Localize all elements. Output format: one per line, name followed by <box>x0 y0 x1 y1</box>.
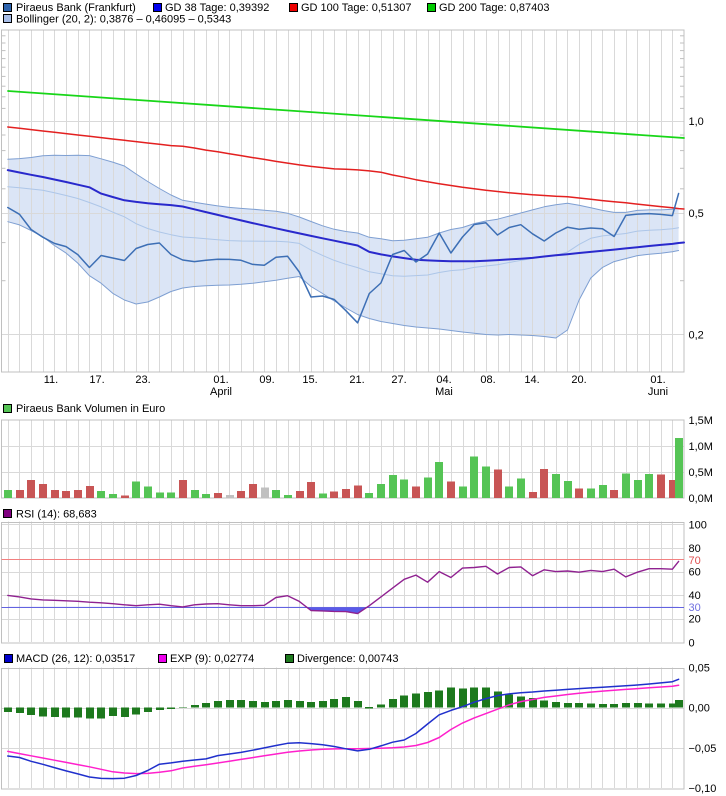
svg-text:08.: 08. <box>480 374 495 386</box>
svg-text:60: 60 <box>689 567 701 579</box>
svg-text:Piraeus Bank Volumen in Euro: Piraeus Bank Volumen in Euro <box>16 403 165 415</box>
svg-text:0: 0 <box>689 637 695 649</box>
svg-text:80: 80 <box>689 543 701 555</box>
svg-text:23.: 23. <box>135 374 150 386</box>
svg-text:17.: 17. <box>89 374 104 386</box>
svg-text:Piraeus Bank (Frankfurt): Piraeus Bank (Frankfurt) <box>16 2 136 14</box>
svg-text:Juni: Juni <box>648 386 668 398</box>
svg-text:1,0M: 1,0M <box>689 441 713 453</box>
svg-text:GD 200 Tage: 0,87403: GD 200 Tage: 0,87403 <box>439 2 550 14</box>
svg-text:0,00: 0,00 <box>689 703 710 715</box>
svg-text:MACD (26, 12): 0,03517: MACD (26, 12): 0,03517 <box>16 653 135 665</box>
svg-text:04.: 04. <box>436 374 451 386</box>
svg-text:0,05: 0,05 <box>689 663 710 675</box>
svg-text:EXP (9): 0,02774: EXP (9): 0,02774 <box>170 653 254 665</box>
svg-text:Bollinger (20, 2): 0,3876 – 0,: Bollinger (20, 2): 0,3876 – 0,46095 – 0,… <box>16 14 231 26</box>
svg-text:April: April <box>210 386 232 398</box>
svg-text:1,0: 1,0 <box>689 116 704 128</box>
svg-text:01.: 01. <box>213 374 228 386</box>
svg-text:20.: 20. <box>571 374 586 386</box>
svg-text:−0,10: −0,10 <box>689 783 717 795</box>
svg-text:GD 38 Tage: 0,39392: GD 38 Tage: 0,39392 <box>165 2 269 14</box>
svg-text:20: 20 <box>689 614 701 626</box>
svg-text:0,0M: 0,0M <box>689 493 713 505</box>
svg-text:0,5M: 0,5M <box>689 467 713 479</box>
svg-text:RSI (14): 68,683: RSI (14): 68,683 <box>16 509 97 521</box>
svg-text:21.: 21. <box>349 374 364 386</box>
svg-text:27.: 27. <box>391 374 406 386</box>
svg-text:GD 100 Tage: 0,51307: GD 100 Tage: 0,51307 <box>301 2 412 14</box>
svg-text:−0,05: −0,05 <box>689 743 717 755</box>
svg-text:0,5: 0,5 <box>689 208 704 220</box>
svg-text:1,5M: 1,5M <box>689 415 713 427</box>
svg-text:11.: 11. <box>44 374 58 386</box>
svg-text:40: 40 <box>689 590 701 602</box>
svg-text:Divergence: 0,00743: Divergence: 0,00743 <box>297 653 399 665</box>
svg-text:15.: 15. <box>302 374 317 386</box>
svg-text:30: 30 <box>689 602 701 614</box>
svg-text:70: 70 <box>689 555 701 567</box>
svg-text:100: 100 <box>689 520 707 532</box>
svg-text:Mai: Mai <box>435 386 453 398</box>
svg-text:0,2: 0,2 <box>689 330 704 342</box>
svg-text:09.: 09. <box>259 374 274 386</box>
svg-text:01.: 01. <box>650 374 665 386</box>
svg-text:14.: 14. <box>524 374 539 386</box>
